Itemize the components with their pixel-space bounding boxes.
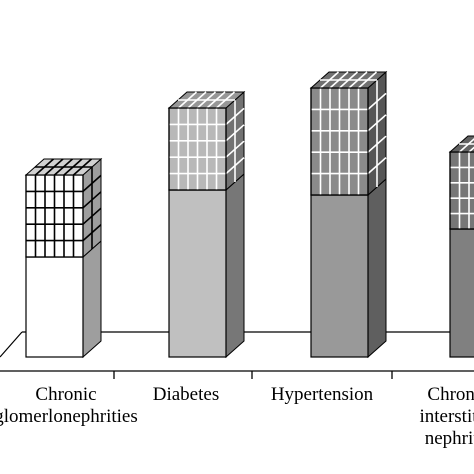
bar-3-segment-1-front	[449, 151, 474, 230]
category-label-3-line-0: Chronic	[427, 384, 474, 405]
bar-2-segment-0-side	[367, 177, 387, 359]
bar-0-segment-1-outline	[25, 174, 84, 258]
category-label-3-line-1: interstitial	[419, 406, 474, 427]
chart-bars	[24, 70, 474, 359]
bar-2-side-grid-h-2-4	[367, 157, 387, 175]
bar-0-side-grid-h-0-2	[82, 191, 102, 209]
category-label-3-line-2: nephritis	[425, 428, 474, 449]
category-label-2-line-0: Hypertension	[271, 384, 374, 405]
bar-0-segment-0-front	[25, 256, 84, 358]
bar-0-segment-0-side	[82, 239, 102, 359]
bar-0-side-grid-h-0-4	[82, 224, 102, 242]
bar-0-segment-1	[24, 157, 103, 259]
bar-0-side-grid-h-0-3	[82, 207, 102, 225]
bar-2-side-grid-h-2-3	[367, 135, 387, 153]
category-axis	[0, 370, 474, 379]
floor-left-edge	[0, 331, 23, 358]
bar-2-segment-1	[309, 70, 388, 197]
bar-3-segment-0-front	[449, 228, 474, 358]
category-label-1-line-0: Diabetes	[153, 384, 219, 405]
bar-1-segment-0-front	[168, 189, 227, 358]
bar-1-side-grid-h-1-3	[225, 140, 245, 158]
bar-1-segment-1-outline	[168, 107, 227, 191]
bar-2-side-grid-h-2-1	[367, 92, 387, 110]
bar-1-side-grid-h-1-1	[225, 107, 245, 125]
bar-2-segment-1-outline	[310, 87, 369, 196]
bar-1-segment-1	[167, 90, 246, 192]
bar-2-segment-0-front	[310, 194, 369, 358]
bar-3-segment-1	[448, 135, 474, 230]
bar-0-segment-0	[25, 239, 102, 359]
bar-1-segment-0	[168, 172, 245, 359]
bar-0-side-grid-h-0-1	[82, 174, 102, 192]
bar-3-segment-1-outline	[449, 151, 474, 230]
bar-2-segment-0	[310, 177, 387, 359]
category-label-0-line-0: Chronic	[35, 384, 96, 405]
bar-3-segment-0	[449, 228, 474, 358]
bar-1-side-grid-h-1-2	[225, 124, 245, 142]
bar-1-side-grid-h-1-4	[225, 157, 245, 175]
bar-2-side-grid-h-2-2	[367, 114, 387, 132]
bar-1-segment-0-side	[225, 172, 245, 359]
category-label-0-line-1: glomerlonephrities	[0, 406, 138, 427]
bar-3-top-grid-v-3-2	[468, 146, 474, 153]
